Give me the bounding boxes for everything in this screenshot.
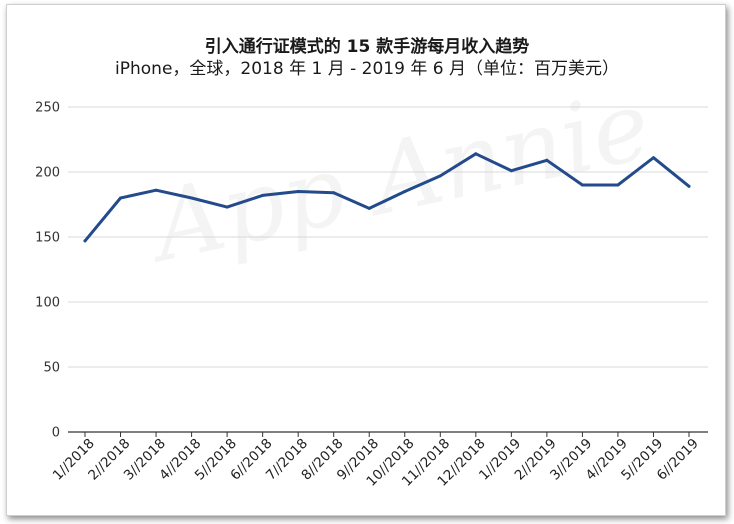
data-point: [580, 183, 584, 187]
chart-frame: [6, 4, 726, 516]
data-point: [474, 152, 478, 156]
data-point: [154, 188, 158, 192]
data-point: [367, 206, 371, 210]
series-group: [83, 152, 691, 243]
data-point: [403, 190, 407, 193]
data-point: [261, 193, 265, 197]
y-tick-label: 100: [35, 296, 60, 311]
data-point: [83, 239, 87, 243]
x-axis-ticks: 1//20182//20183//20184//20185//20186//20…: [50, 432, 702, 490]
y-axis-ticks: 0 50 100 150 200 250: [35, 101, 60, 441]
data-point: [651, 156, 655, 160]
y-tick-label: 250: [35, 101, 60, 116]
chart-subtitle: iPhone，全球，2018 年 1 月 - 2019 年 6 月（单位：百万美…: [115, 59, 619, 79]
y-tick-label: 150: [35, 231, 60, 246]
y-tick-label: 50: [43, 361, 60, 376]
series-line: [83, 152, 691, 243]
data-point: [687, 184, 691, 188]
data-point: [616, 183, 620, 187]
y-tick-label: 0: [52, 426, 60, 441]
gridlines: [68, 106, 708, 433]
data-point: [545, 158, 549, 162]
data-point: [509, 169, 513, 173]
data-point: [225, 205, 229, 209]
data-point: [438, 174, 442, 178]
data-point: [296, 190, 300, 193]
data-point: [332, 191, 336, 195]
chart-title: 引入通行证模式的 15 款手游每月收入趋势: [204, 37, 530, 57]
y-tick-label: 200: [35, 166, 60, 181]
data-point: [190, 196, 194, 200]
data-point: [119, 196, 123, 200]
